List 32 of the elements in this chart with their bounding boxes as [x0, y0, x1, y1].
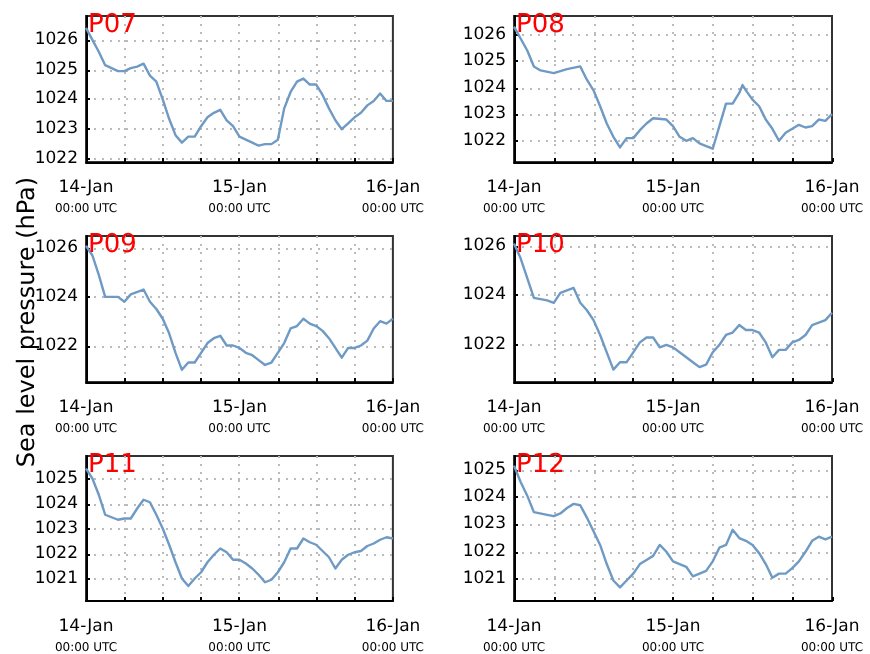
y-tick-label: 1022	[462, 130, 506, 151]
y-tick-label: 1021	[462, 569, 506, 590]
y-tick-label: 1022	[34, 543, 78, 564]
y-tick-label: 1022	[34, 149, 78, 170]
chart-title: P09	[88, 230, 137, 260]
chart-title: P10	[516, 230, 565, 260]
y-tick-label: 1024	[462, 487, 506, 508]
chart-title: P12	[516, 450, 565, 480]
y-tick-label: 1024	[34, 89, 78, 110]
y-tick-label: 1022	[462, 334, 506, 355]
y-tick-label: 1026	[462, 235, 506, 256]
y-tick-label: 1025	[462, 459, 506, 480]
chart-title: P08	[516, 10, 565, 40]
y-tick-label: 1024	[462, 285, 506, 306]
y-tick-label: 1021	[34, 568, 78, 589]
y-tick-label: 1023	[34, 518, 78, 539]
y-tick-label: 1023	[462, 104, 506, 125]
y-tick-label: 1024	[34, 286, 78, 307]
y-tick-label: 1026	[462, 24, 506, 45]
y-tick-label: 1025	[34, 468, 78, 489]
chart-title: P11	[88, 450, 137, 480]
y-tick-label: 1026	[34, 29, 78, 50]
y-tick-label: 1025	[462, 51, 506, 72]
y-tick-label: 1023	[462, 514, 506, 535]
y-tick-label: 1022	[34, 335, 78, 356]
y-tick-label: 1024	[462, 77, 506, 98]
y-tick-label: 1023	[34, 119, 78, 140]
y-tick-label: 1025	[34, 59, 78, 80]
y-tick-label: 1022	[462, 541, 506, 562]
y-tick-label: 1024	[34, 493, 78, 514]
y-tick-label: 1026	[34, 238, 78, 259]
chart-title: P07	[88, 10, 137, 40]
